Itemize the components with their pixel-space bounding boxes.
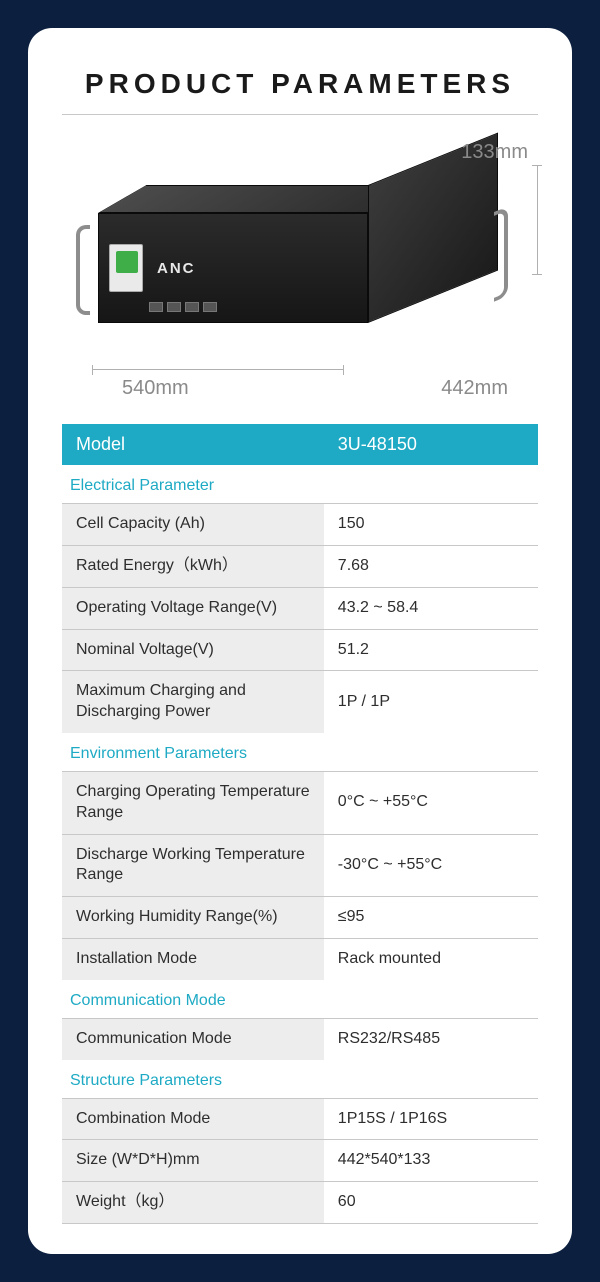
page-title: PRODUCT PARAMETERS: [62, 68, 538, 100]
dim-width-label: 540mm: [122, 377, 189, 400]
table-row: Rated Energy（kWh）7.68: [62, 546, 538, 588]
table-row: Communication ModeRS232/RS485: [62, 1018, 538, 1059]
table-row: Maximum Charging and Discharging Power1P…: [62, 671, 538, 733]
title-divider: [62, 114, 538, 115]
spec-table: Model 3U-48150 Electrical Parameter Cell…: [62, 424, 538, 1224]
port-row: [149, 302, 217, 312]
table-row: Size (W*D*H)mm442*540*133: [62, 1140, 538, 1182]
product-figure: ANC 133mm 540mm 442mm: [62, 135, 538, 404]
section-structure: Structure Parameters: [62, 1060, 538, 1099]
dim-depth-label: 442mm: [441, 377, 508, 400]
section-communication: Communication Mode: [62, 980, 538, 1019]
table-row: Nominal Voltage(V)51.2: [62, 629, 538, 671]
model-label: Model: [62, 424, 324, 465]
model-value: 3U-48150: [324, 424, 538, 465]
section-environment: Environment Parameters: [62, 733, 538, 772]
table-row: Charging Operating Temperature Range0°C …: [62, 772, 538, 835]
dim-height-label: 133mm: [461, 141, 528, 164]
product-illustration: ANC: [98, 185, 498, 355]
table-row: Discharge Working Temperature Range-30°C…: [62, 834, 538, 897]
table-row: Installation ModeRack mounted: [62, 939, 538, 980]
brand-logo: ANC: [157, 260, 196, 277]
table-row: Weight（kg）60: [62, 1182, 538, 1224]
table-row: Cell Capacity (Ah)150: [62, 504, 538, 546]
model-header-row: Model 3U-48150: [62, 424, 538, 465]
table-row: Operating Voltage Range(V)43.2 ~ 58.4: [62, 587, 538, 629]
table-row: Combination Mode1P15S / 1P16S: [62, 1098, 538, 1140]
table-row: Working Humidity Range(%)≤95: [62, 897, 538, 939]
power-switch-icon: [109, 244, 143, 292]
section-electrical: Electrical Parameter: [62, 465, 538, 504]
spec-card: PRODUCT PARAMETERS ANC 133mm 540mm 442mm…: [28, 28, 572, 1254]
